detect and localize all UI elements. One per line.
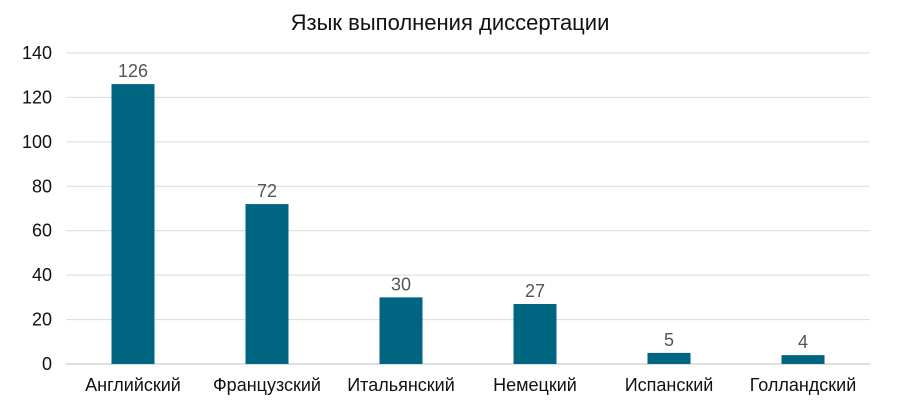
y-tick-label: 80: [32, 176, 52, 196]
data-label: 5: [664, 330, 674, 350]
category-label: Французский: [213, 375, 321, 395]
y-tick-label: 0: [42, 354, 52, 374]
bar: [379, 297, 423, 364]
data-label: 30: [391, 274, 411, 294]
y-tick-label: 120: [22, 87, 52, 107]
data-label: 72: [257, 181, 277, 201]
category-label: Голландский: [750, 375, 857, 395]
y-tick-label: 100: [22, 132, 52, 152]
data-label: 27: [525, 281, 545, 301]
y-tick-label: 140: [22, 43, 52, 63]
y-tick-label: 40: [32, 265, 52, 285]
data-label: 126: [118, 61, 148, 81]
y-tick-label: 20: [32, 310, 52, 330]
chart-title: Язык выполнения диссертации: [290, 10, 610, 35]
category-label: Английский: [85, 375, 181, 395]
category-label: Итальянский: [347, 375, 455, 395]
bar: [781, 355, 825, 364]
bar: [647, 352, 691, 364]
category-label: Испанский: [625, 375, 714, 395]
bar: [245, 204, 289, 364]
data-label: 4: [798, 332, 808, 352]
bar: [111, 84, 155, 364]
category-label: Немецкий: [493, 375, 577, 395]
y-tick-label: 60: [32, 221, 52, 241]
bar: [513, 304, 557, 364]
